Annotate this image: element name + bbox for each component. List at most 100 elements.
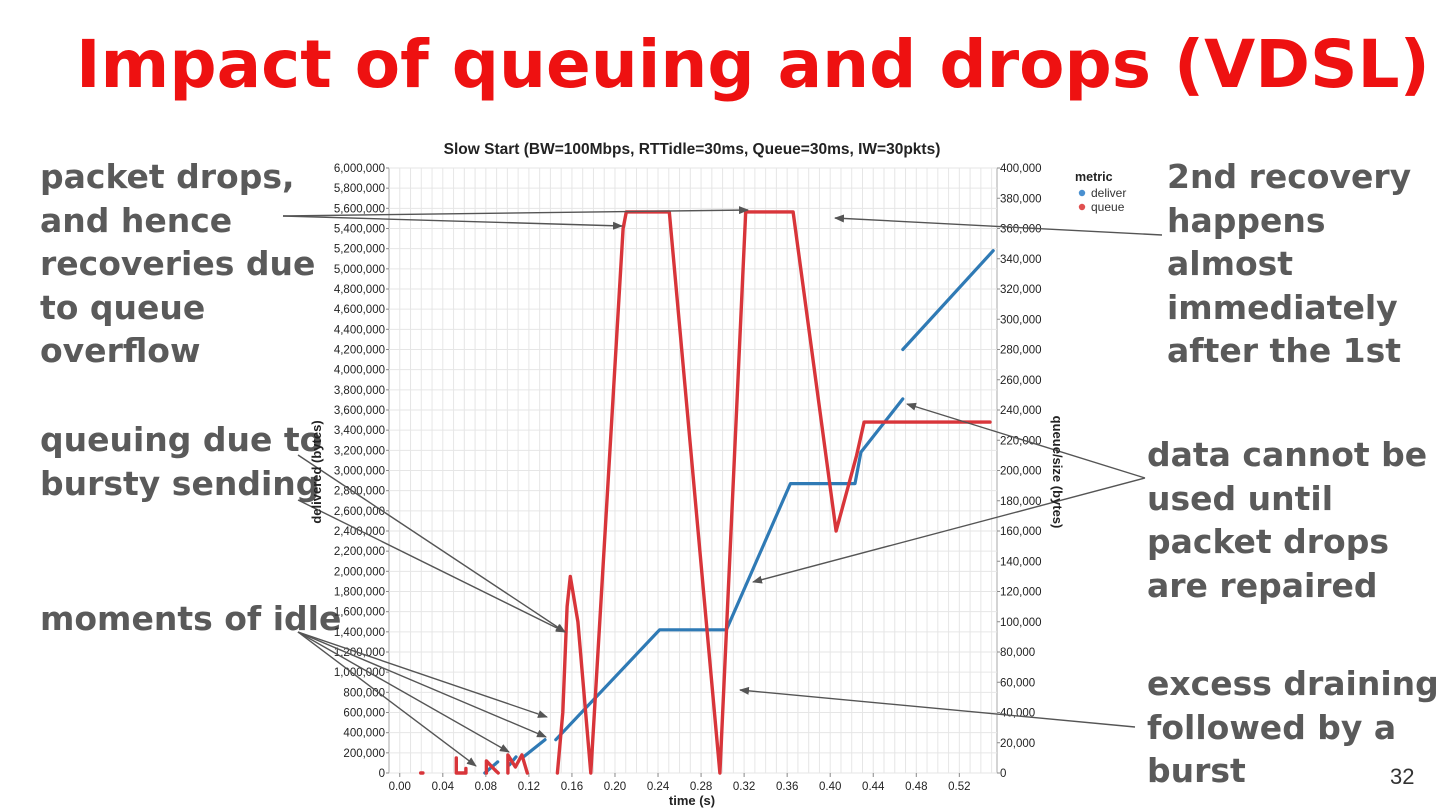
y-right-tick-label: 160,000 — [1000, 526, 1042, 538]
y-left-tick-label: 1,600,000 — [334, 607, 385, 619]
annotation-arrow — [297, 631, 548, 718]
slide-title: Impact of queuing and drops (VDSL) — [76, 26, 1430, 103]
x-tick-label: 0.48 — [905, 781, 927, 793]
chart-series — [419, 210, 995, 775]
annotation-arrow — [739, 686, 1136, 728]
x-tick-label: 0.00 — [389, 781, 411, 793]
y-right-tick-label: 280,000 — [1000, 345, 1042, 357]
y-right-tick-label: 140,000 — [1000, 556, 1042, 568]
y-left-tick-label: 6,000,000 — [334, 163, 385, 175]
x-tick-label: 0.32 — [733, 781, 755, 793]
annotation-arrow — [297, 499, 566, 633]
y-left-tick-label: 1,400,000 — [334, 627, 385, 639]
annotation-arrow — [752, 477, 1146, 584]
y-left-tick-label: 1,800,000 — [334, 587, 385, 599]
y-right-tick-label: 20,000 — [1000, 738, 1035, 750]
y-left-tick-label: 3,600,000 — [334, 405, 385, 417]
legend-label-deliver: deliver — [1091, 186, 1126, 200]
page-number: 32 — [1390, 764, 1415, 789]
x-tick-label: 0.28 — [690, 781, 712, 793]
y-left-tick-label: 5,000,000 — [334, 264, 385, 276]
annotation-arrow — [297, 631, 510, 753]
y-left-tick-label: 600,000 — [343, 708, 385, 720]
y-right-tick-label: 80,000 — [1000, 647, 1035, 659]
y-left-tick-label: 4,600,000 — [334, 304, 385, 316]
x-tick-label: 0.12 — [518, 781, 540, 793]
legend-title: metric — [1075, 170, 1113, 184]
x-tick-label: 0.24 — [647, 781, 670, 793]
x-tick-label: 0.04 — [432, 781, 455, 793]
y-right-tick-label: 260,000 — [1000, 375, 1042, 387]
y-left-tick-label: 3,800,000 — [334, 385, 385, 397]
y-left-tick-label: 0 — [379, 768, 385, 780]
y-axis-label-left: delivered (bytes) — [309, 420, 324, 523]
y-right-tick-label: 120,000 — [1000, 587, 1042, 599]
y-left-tick-label: 400,000 — [343, 728, 385, 740]
y-right-tick-label: 0 — [1000, 768, 1006, 780]
y-right-tick-label: 400,000 — [1000, 163, 1042, 175]
annotation-second-recovery: 2nd recovery happens almost immediately … — [1167, 157, 1412, 370]
annotation-data-cannot-be-used: data cannot be used until packet drops a… — [1147, 435, 1428, 605]
y-left-tick-label: 2,200,000 — [334, 546, 385, 558]
chart-title: Slow Start (BW=100Mbps, RTTidle=30ms, Qu… — [444, 141, 941, 158]
annotation-arrow — [834, 214, 1163, 236]
y-left-tick-label: 5,800,000 — [334, 183, 385, 195]
y-left-tick-label: 2,400,000 — [334, 526, 385, 538]
x-tick-label: 0.08 — [475, 781, 497, 793]
y-left-tick-label: 4,000,000 — [334, 365, 385, 377]
y-right-tick-label: 180,000 — [1000, 496, 1042, 508]
y-right-tick-label: 220,000 — [1000, 435, 1042, 447]
y-right-tick-label: 60,000 — [1000, 677, 1035, 689]
y-left-tick-label: 2,600,000 — [334, 506, 385, 518]
annotation-arrow — [297, 631, 477, 767]
series-line-queue — [506, 753, 529, 775]
y-right-tick-label: 300,000 — [1000, 314, 1042, 326]
chart-axes: 0200,000400,000600,000800,0001,000,0001,… — [334, 163, 1042, 793]
annotation-arrow — [297, 631, 547, 738]
y-left-tick-label: 5,600,000 — [334, 203, 385, 215]
annotation-arrow — [297, 454, 566, 633]
y-left-tick-label: 3,400,000 — [334, 425, 385, 437]
y-right-tick-label: 360,000 — [1000, 224, 1042, 236]
y-left-tick-label: 200,000 — [343, 748, 385, 760]
annotation-arrows — [282, 206, 1163, 767]
annotation-arrow — [282, 215, 623, 230]
x-tick-label: 0.20 — [604, 781, 626, 793]
x-tick-label: 0.40 — [819, 781, 841, 793]
x-tick-label: 0.52 — [948, 781, 970, 793]
annotation-packet-drops: packet drops, and hence recoveries due t… — [40, 157, 316, 370]
x-axis-label: time (s) — [669, 793, 715, 808]
y-left-tick-label: 4,400,000 — [334, 324, 385, 336]
legend-marker-deliver — [1078, 189, 1086, 197]
series-line-deliver — [901, 249, 995, 352]
series-line-deliver — [554, 397, 905, 742]
y-left-tick-label: 3,200,000 — [334, 445, 385, 457]
y-right-tick-label: 200,000 — [1000, 466, 1042, 478]
y-left-tick-label: 4,200,000 — [334, 345, 385, 357]
y-right-tick-label: 100,000 — [1000, 617, 1042, 629]
legend-marker-queue — [1078, 203, 1086, 211]
y-left-tick-label: 2,000,000 — [334, 566, 385, 578]
annotation-arrow — [282, 206, 749, 217]
y-right-tick-label: 340,000 — [1000, 254, 1042, 266]
chart-legend: metric deliver queue — [1075, 170, 1126, 214]
y-axis-label-right: queue/size (bytes) — [1050, 416, 1065, 529]
legend-label-queue: queue — [1091, 200, 1125, 214]
y-left-tick-label: 2,800,000 — [334, 486, 385, 498]
y-left-tick-label: 1,000,000 — [334, 667, 385, 679]
series-line-deliver — [521, 738, 547, 759]
x-tick-label: 0.16 — [561, 781, 583, 793]
series-line-queue — [454, 756, 468, 775]
y-right-tick-label: 240,000 — [1000, 405, 1042, 417]
annotation-bursty-sending: queuing due to bursty sending — [40, 420, 323, 503]
y-left-tick-label: 4,800,000 — [334, 284, 385, 296]
x-tick-label: 0.44 — [862, 781, 885, 793]
y-left-tick-label: 3,000,000 — [334, 466, 385, 478]
y-right-tick-label: 380,000 — [1000, 193, 1042, 205]
x-tick-label: 0.36 — [776, 781, 798, 793]
annotation-moments-of-idle: moments of idle — [40, 599, 342, 638]
series-line-queue — [484, 759, 500, 775]
annotation-arrow — [906, 402, 1146, 479]
y-right-tick-label: 320,000 — [1000, 284, 1042, 296]
